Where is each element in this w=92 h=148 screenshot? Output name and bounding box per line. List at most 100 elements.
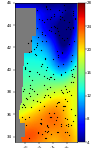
Point: [58, 9, 59, 12]
Point: [36, 54, 37, 56]
Point: [38, 73, 40, 75]
Point: [65, 71, 66, 74]
Point: [43, 75, 45, 77]
Point: [46, 88, 47, 90]
Point: [24, 67, 25, 70]
Point: [57, 131, 58, 133]
Point: [61, 52, 63, 54]
Point: [38, 132, 39, 134]
Point: [59, 101, 60, 103]
Point: [59, 17, 61, 20]
Point: [72, 68, 74, 70]
Point: [32, 99, 34, 101]
Point: [62, 37, 63, 39]
Point: [67, 26, 68, 29]
Point: [44, 130, 46, 132]
Point: [57, 30, 58, 32]
Point: [37, 36, 39, 38]
Point: [26, 98, 27, 100]
Point: [41, 40, 43, 42]
Point: [46, 66, 47, 68]
Point: [60, 125, 62, 128]
Point: [59, 34, 60, 36]
Point: [56, 101, 58, 104]
Point: [68, 21, 70, 24]
Point: [71, 72, 72, 75]
Point: [39, 109, 40, 111]
Point: [57, 115, 58, 118]
Point: [36, 100, 37, 102]
Point: [61, 11, 63, 13]
Point: [50, 30, 51, 32]
Point: [43, 20, 45, 23]
Point: [30, 40, 31, 42]
Point: [62, 51, 63, 54]
Point: [64, 117, 66, 119]
Point: [50, 76, 52, 78]
Point: [62, 104, 64, 107]
Point: [45, 58, 46, 60]
Point: [57, 101, 59, 103]
Point: [58, 53, 59, 56]
Point: [23, 88, 25, 90]
Point: [28, 51, 30, 54]
Point: [53, 123, 55, 126]
Point: [54, 32, 55, 34]
Point: [73, 120, 74, 122]
Point: [28, 70, 30, 72]
Point: [34, 90, 35, 92]
Point: [37, 27, 38, 29]
Point: [64, 98, 66, 100]
Point: [45, 137, 47, 139]
Point: [74, 76, 75, 79]
Point: [54, 14, 55, 17]
Point: [62, 109, 64, 112]
Point: [48, 112, 50, 114]
Point: [53, 90, 55, 93]
Point: [52, 73, 54, 75]
Point: [57, 26, 58, 29]
Point: [56, 50, 58, 52]
Point: [36, 100, 37, 102]
Point: [24, 66, 26, 68]
Point: [44, 105, 45, 108]
Point: [68, 134, 70, 136]
Point: [50, 16, 51, 18]
Point: [60, 89, 61, 92]
Point: [45, 39, 46, 42]
Point: [48, 78, 50, 81]
Point: [49, 86, 51, 88]
Point: [33, 48, 35, 50]
Point: [49, 116, 51, 118]
Point: [53, 24, 55, 27]
Point: [66, 131, 67, 133]
Point: [27, 61, 28, 64]
Point: [34, 52, 36, 55]
Point: [29, 70, 30, 73]
Point: [39, 101, 40, 103]
Point: [30, 87, 31, 90]
Point: [65, 88, 67, 90]
Point: [28, 42, 29, 44]
Point: [44, 57, 45, 59]
Point: [63, 105, 65, 107]
Point: [61, 91, 62, 93]
Point: [42, 33, 43, 35]
Point: [30, 50, 32, 52]
Point: [46, 18, 47, 21]
Point: [45, 69, 47, 71]
Point: [31, 79, 32, 82]
Point: [28, 92, 30, 94]
Point: [70, 124, 72, 127]
Point: [45, 5, 47, 7]
Point: [36, 42, 37, 44]
Point: [36, 92, 37, 95]
Point: [66, 100, 67, 102]
Point: [49, 76, 51, 78]
Point: [74, 65, 75, 67]
Point: [29, 95, 30, 97]
Point: [21, 116, 22, 119]
Point: [43, 83, 45, 86]
Point: [51, 26, 52, 28]
Point: [67, 125, 68, 128]
